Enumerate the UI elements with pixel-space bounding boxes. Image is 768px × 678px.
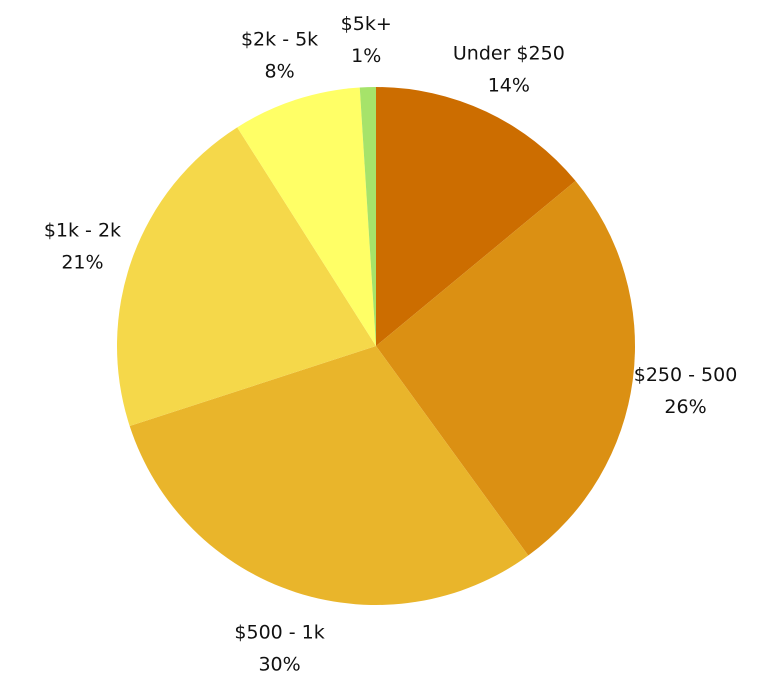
pie-slice [376,87,576,346]
pie-slice [376,180,635,556]
slice-label: $250 - 500 [634,364,738,386]
pie-slice [116,127,376,427]
slice-label: $5k+ [341,13,392,35]
slice-label: Under $250 [453,43,565,65]
slice-percent-label: 26% [664,396,706,418]
slice-percent-label: 8% [265,60,295,82]
slice-percent-label: 14% [488,75,530,97]
slice-percent-label: 30% [258,654,300,676]
slice-percent-label: 1% [351,45,381,67]
pie-slice [129,346,529,605]
slice-label: $1k - 2k [44,219,121,241]
pie-slice [237,87,376,346]
slice-label: $500 - 1k [234,622,324,644]
slice-label: $2k - 5k [241,28,318,50]
slice-percent-label: 21% [61,251,103,273]
pie-slice [359,87,376,346]
